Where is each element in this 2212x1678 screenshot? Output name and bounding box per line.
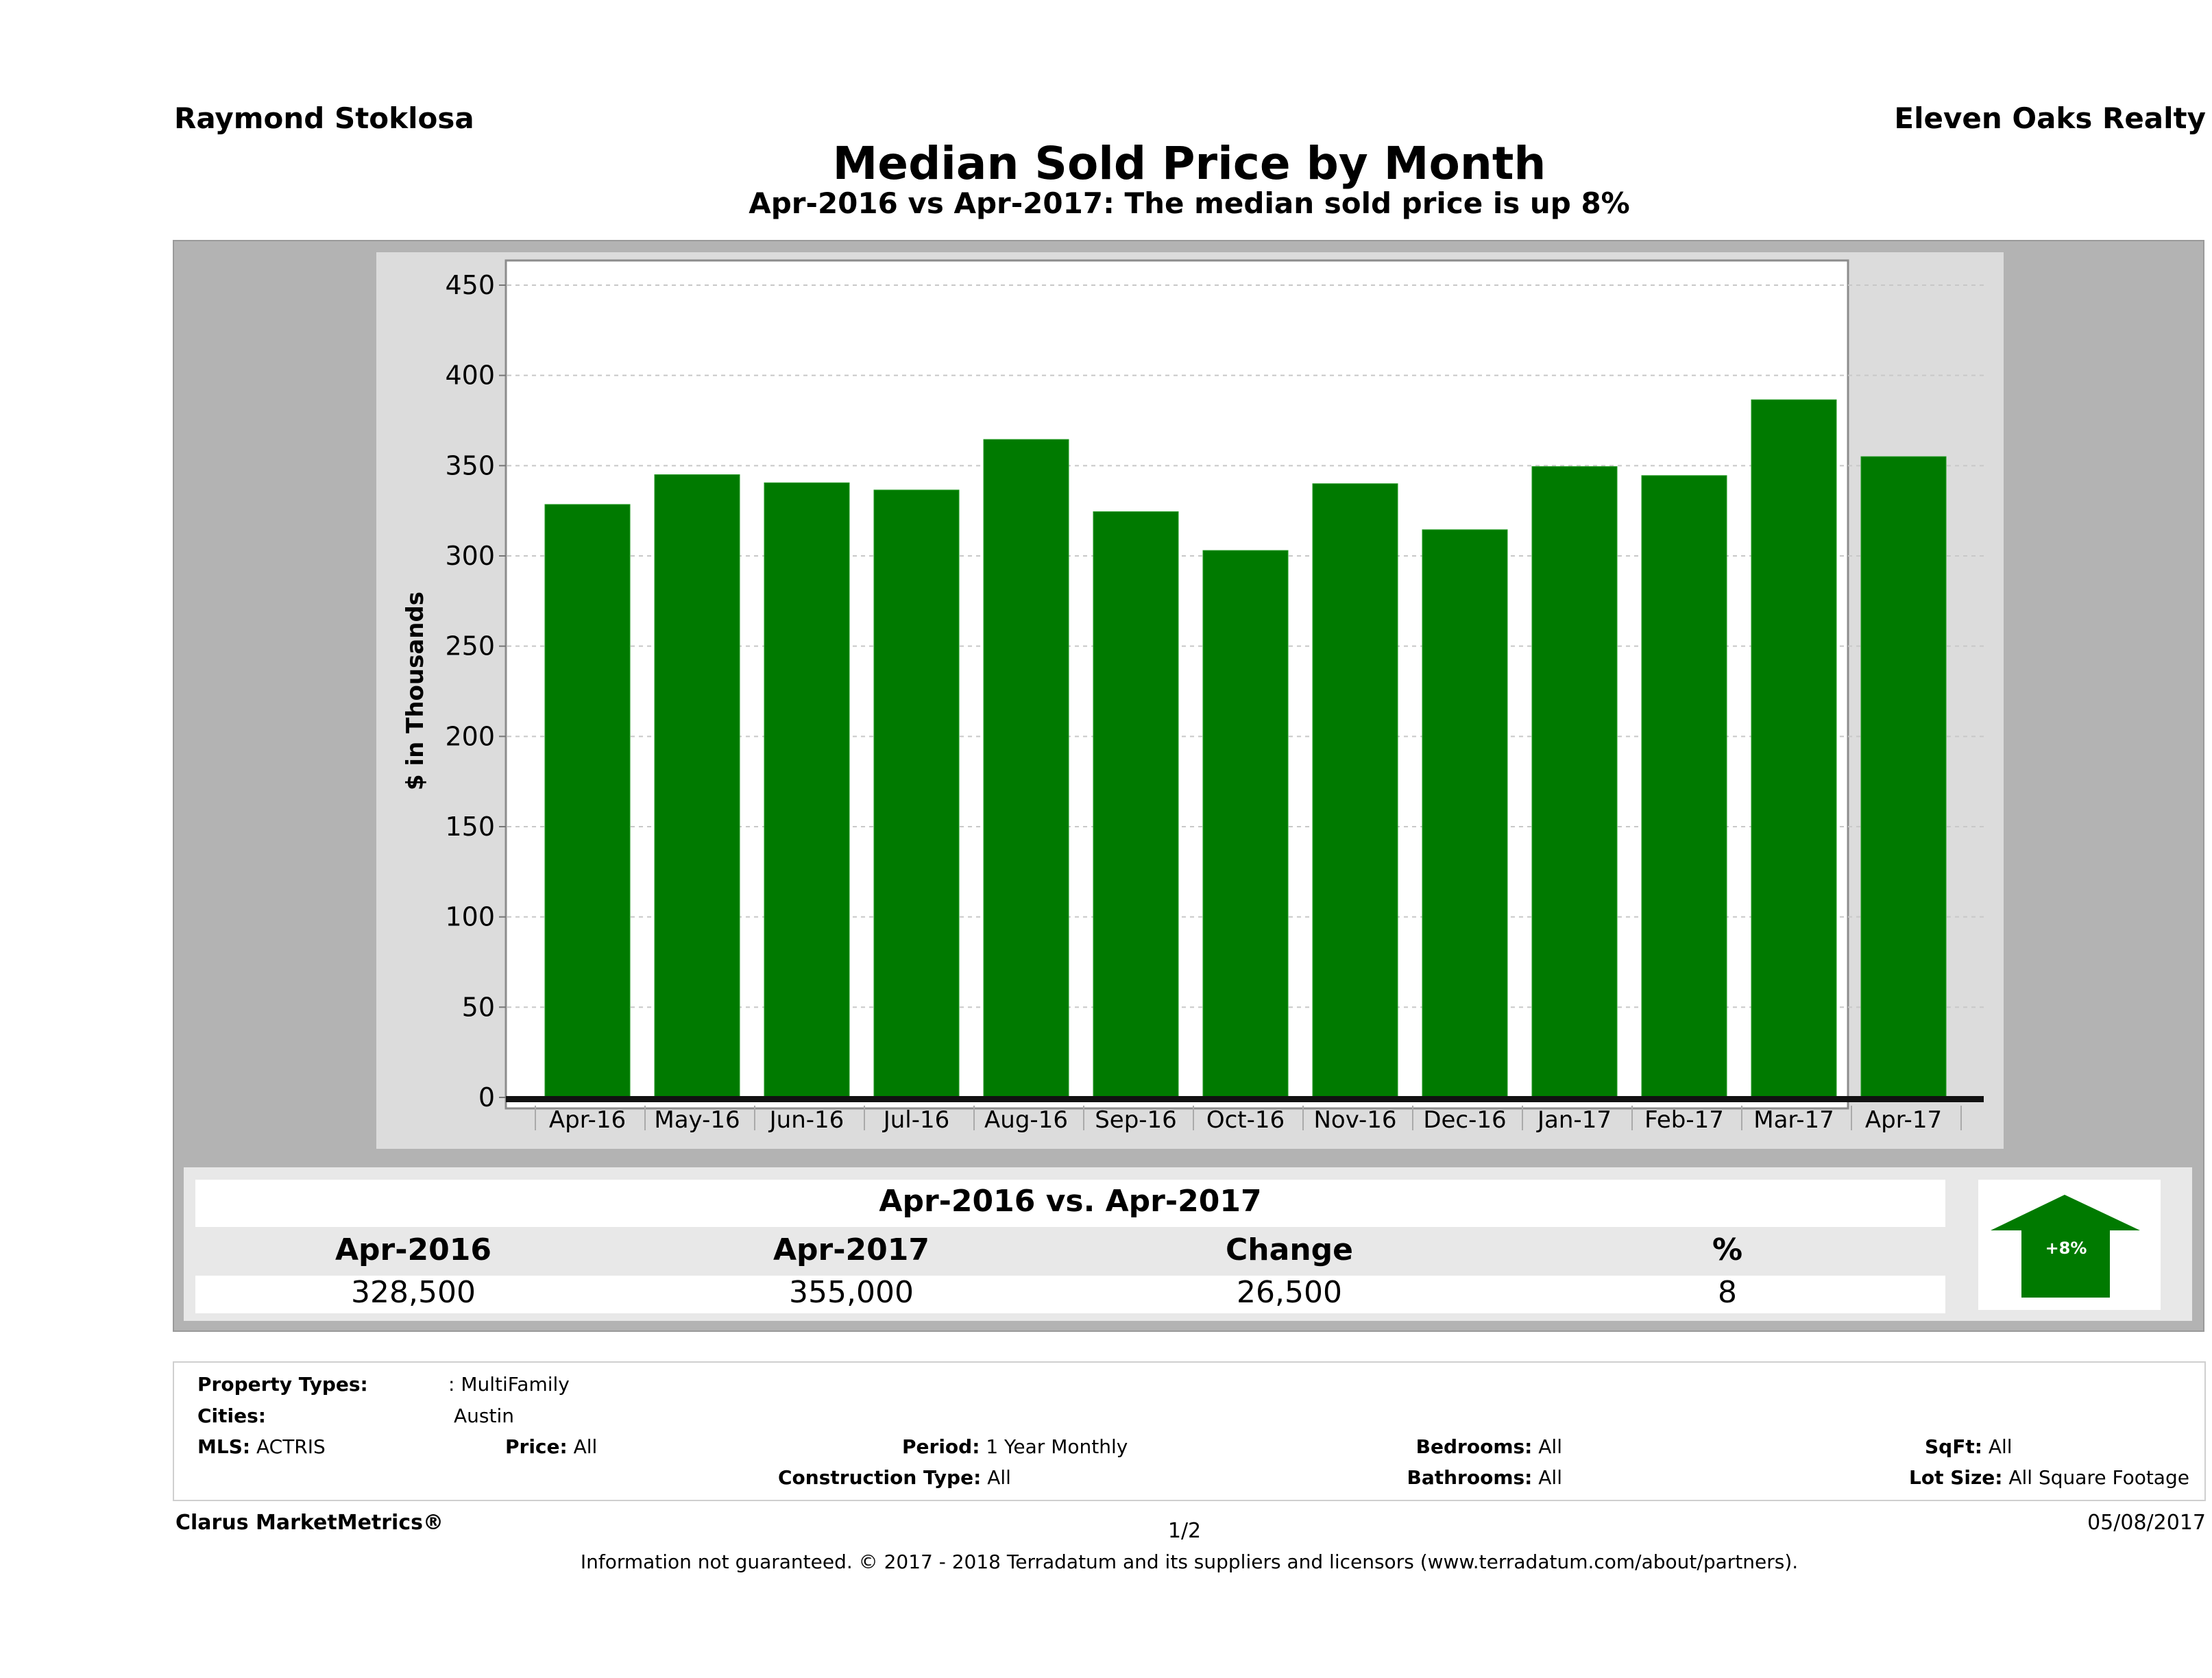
- sqft-value: All: [1988, 1435, 2013, 1458]
- lot-size-label: Lot Size:: [1909, 1466, 2003, 1489]
- summary-header-end: Apr-2017: [773, 1232, 929, 1267]
- x-tick-label: Apr-16: [549, 1106, 626, 1134]
- bar: [544, 504, 631, 1098]
- bar: [1202, 550, 1289, 1098]
- cities-value: Austin: [454, 1405, 514, 1427]
- agent-name: Raymond Stoklosa: [174, 101, 474, 135]
- y-tick-label: 50: [462, 992, 495, 1022]
- bar: [1751, 399, 1837, 1098]
- summary-value-row: [195, 1276, 1945, 1313]
- bar: [654, 474, 740, 1098]
- x-tick-label: Jul-16: [882, 1106, 950, 1134]
- x-tick-label: Nov-16: [1314, 1106, 1397, 1134]
- y-tick-label: 400: [445, 361, 495, 391]
- x-tick-label: Jun-16: [768, 1106, 844, 1134]
- construction-type-value: All: [987, 1466, 1011, 1489]
- bedrooms-value: All: [1538, 1435, 1562, 1458]
- x-tick-label: Apr-17: [1865, 1106, 1942, 1134]
- mls-value: ACTRIS: [256, 1435, 326, 1458]
- price-value: All: [573, 1435, 598, 1458]
- chart-subtitle: Apr-2016 vs Apr-2017: The median sold pr…: [749, 186, 1630, 220]
- bar: [1312, 483, 1398, 1098]
- bar: [1093, 511, 1179, 1098]
- property-types-value: : MultiFamily: [448, 1373, 570, 1396]
- lot-size-value: All Square Footage: [2008, 1466, 2189, 1489]
- disclaimer: Information not guaranteed. © 2017 - 201…: [580, 1551, 1799, 1573]
- y-tick-label: 100: [445, 902, 495, 932]
- report-date: 05/08/2017: [2087, 1511, 2206, 1535]
- y-tick-label: 350: [445, 450, 495, 481]
- up-arrow-icon: +8%: [1991, 1195, 2140, 1298]
- summary-title-row: [195, 1180, 1945, 1227]
- y-axis-title: $ in Thousands: [402, 592, 429, 790]
- summary-value-end: 355,000: [789, 1275, 914, 1310]
- bar: [764, 482, 850, 1098]
- page-number: 1/2: [1167, 1519, 1202, 1543]
- summary-value-percent: 8: [1718, 1275, 1737, 1310]
- arrow-label: +8%: [2045, 1239, 2087, 1258]
- x-tick-label: Dec-16: [1423, 1106, 1506, 1134]
- y-tick-label: 450: [445, 270, 495, 300]
- bedrooms-label: Bedrooms:: [1415, 1435, 1533, 1458]
- summary-value-change: 26,500: [1237, 1275, 1342, 1310]
- summary-header-row: [195, 1230, 1945, 1274]
- sqft-label: SqFt:: [1925, 1435, 1982, 1458]
- x-tick-label: Jan-17: [1536, 1106, 1612, 1134]
- y-tick-label: 250: [445, 631, 495, 661]
- y-tick-label: 300: [445, 541, 495, 571]
- bar: [873, 489, 960, 1098]
- summary-header-start: Apr-2016: [335, 1232, 491, 1267]
- summary-header-change: Change: [1226, 1232, 1353, 1267]
- mls-label: MLS:: [197, 1435, 251, 1458]
- construction-type-label: Construction Type:: [778, 1466, 982, 1489]
- bathrooms-value: All: [1538, 1466, 1562, 1489]
- x-tick-label: May-16: [654, 1106, 740, 1134]
- price-label: Price:: [505, 1435, 568, 1458]
- period-label: Period:: [902, 1435, 980, 1458]
- x-axis-line: [506, 1096, 1984, 1102]
- bar: [1422, 529, 1508, 1098]
- y-tick-label: 200: [445, 721, 495, 751]
- company-name: Eleven Oaks Realty: [1894, 101, 2206, 135]
- cities-label: Cities:: [197, 1405, 266, 1427]
- x-tick-label: Aug-16: [984, 1106, 1068, 1134]
- bar: [1531, 466, 1618, 1098]
- bar-chart: 0 50 100 150 200 250 300 350 400 450 Apr-16 May-16…: [402, 259, 1984, 1134]
- property-types-label: Property Types:: [197, 1373, 368, 1396]
- summary-value-start: 328,500: [351, 1275, 476, 1310]
- summary-title: Apr-2016 vs. Apr-2017: [879, 1184, 1262, 1219]
- bar: [983, 439, 1069, 1098]
- bar: [1641, 475, 1727, 1098]
- criteria-box: [173, 1361, 2206, 1501]
- up-arrow-shape: [1991, 1195, 2140, 1298]
- bar: [1860, 456, 1947, 1098]
- bathrooms-label: Bathrooms:: [1407, 1466, 1533, 1489]
- x-tick-label: Feb-17: [1644, 1106, 1724, 1134]
- x-tick-label: Mar-17: [1753, 1106, 1834, 1134]
- y-tick-label: 0: [478, 1082, 495, 1112]
- brand-label: Clarus MarketMetrics®: [175, 1511, 443, 1535]
- period-value: 1 Year Monthly: [986, 1435, 1128, 1458]
- chart-title: Median Sold Price by Month: [832, 137, 1546, 190]
- x-tick-label: Sep-16: [1095, 1106, 1177, 1134]
- x-tick-label: Oct-16: [1206, 1106, 1285, 1134]
- y-tick-label: 150: [445, 812, 495, 842]
- summary-header-percent: %: [1712, 1232, 1743, 1267]
